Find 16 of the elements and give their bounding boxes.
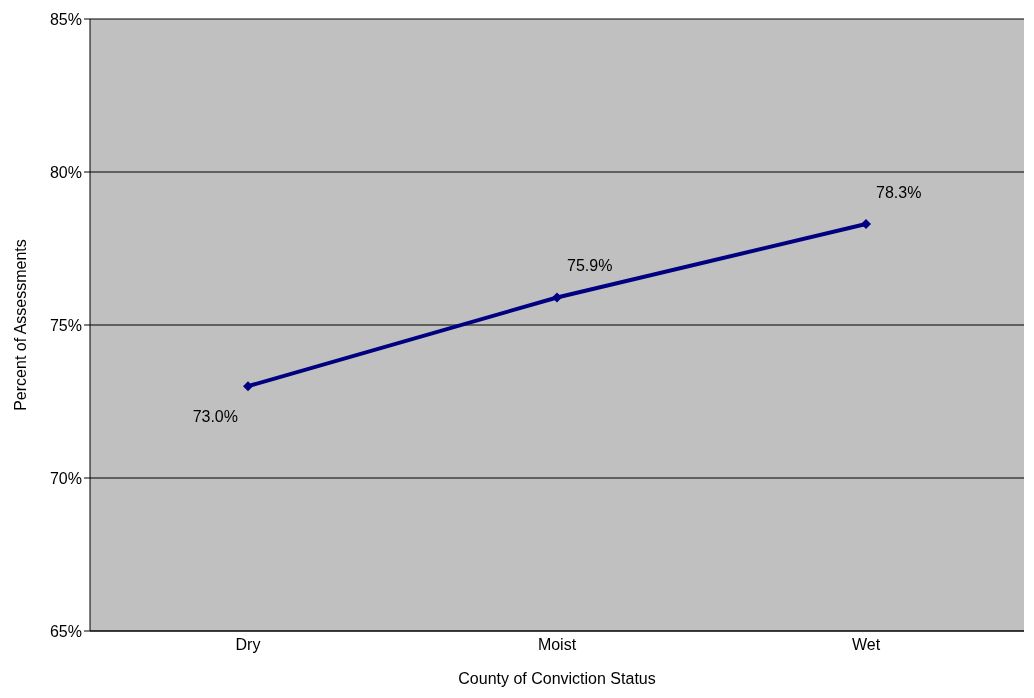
y-axis-title: Percent of Assessments <box>11 239 29 411</box>
data-label: 78.3% <box>876 184 922 202</box>
y-tick-label: 80% <box>49 163 82 181</box>
point <box>552 292 562 303</box>
x-axis-title: County of Conviction Status <box>458 670 656 687</box>
x-tick-label: Wet <box>851 636 881 654</box>
x-tick-label: Moist <box>537 636 577 654</box>
point <box>243 381 253 392</box>
data-label: 75.9% <box>567 257 613 275</box>
x-tick-label: Dry <box>235 636 261 654</box>
y-tick-label: 65% <box>49 622 82 640</box>
y-tick-label: 70% <box>49 469 82 487</box>
y-tick-label: 85% <box>49 10 82 28</box>
y-tick-label: 75% <box>49 316 82 334</box>
data-label: 73.0% <box>192 408 238 426</box>
point <box>861 219 871 230</box>
